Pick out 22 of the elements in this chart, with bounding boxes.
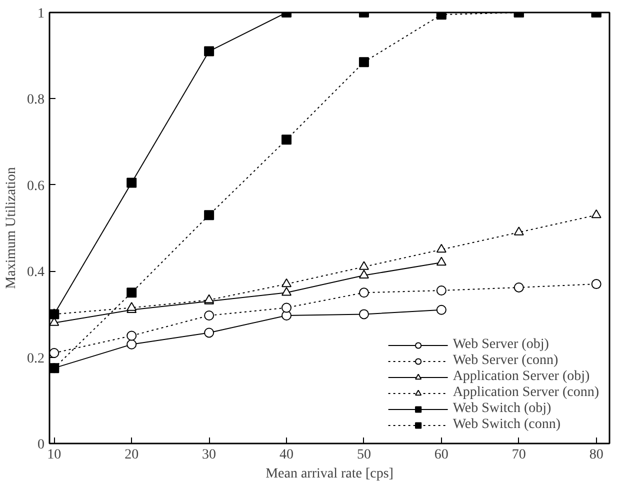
legend-label: Application Server (conn) [452, 385, 599, 401]
legend-label: Web Server (conn) [452, 353, 558, 369]
y-tick-label: 0 [38, 438, 44, 452]
legend-label: Web Switch (obj) [452, 401, 552, 417]
y-tick-label: 1 [38, 6, 44, 22]
legend-label: Application Server (obj) [452, 369, 590, 385]
x-tick-label: 70 [512, 448, 526, 462]
y-tick-label: 0.2 [27, 351, 44, 366]
x-tick-label: 60 [434, 448, 448, 462]
x-tick-label: 10 [47, 448, 62, 462]
x-tick-label: 40 [280, 448, 294, 462]
x-tick-label: 80 [589, 448, 604, 462]
x-tick-label: 20 [124, 448, 139, 462]
y-tick-label: 0.4 [27, 265, 44, 280]
x-axis-title: Mean arrival rate [cps] [266, 466, 394, 482]
x-tick-label: 50 [356, 448, 371, 462]
legend-label: Web Switch (conn) [452, 417, 561, 433]
y-axis-title: Maximum Utilization [4, 167, 19, 289]
x-tick-label: 30 [202, 448, 216, 462]
y-tick-label: 0.6 [27, 178, 44, 194]
legend-label: Web Server (obj) [452, 337, 549, 353]
y-tick-label: 0.8 [27, 92, 44, 108]
